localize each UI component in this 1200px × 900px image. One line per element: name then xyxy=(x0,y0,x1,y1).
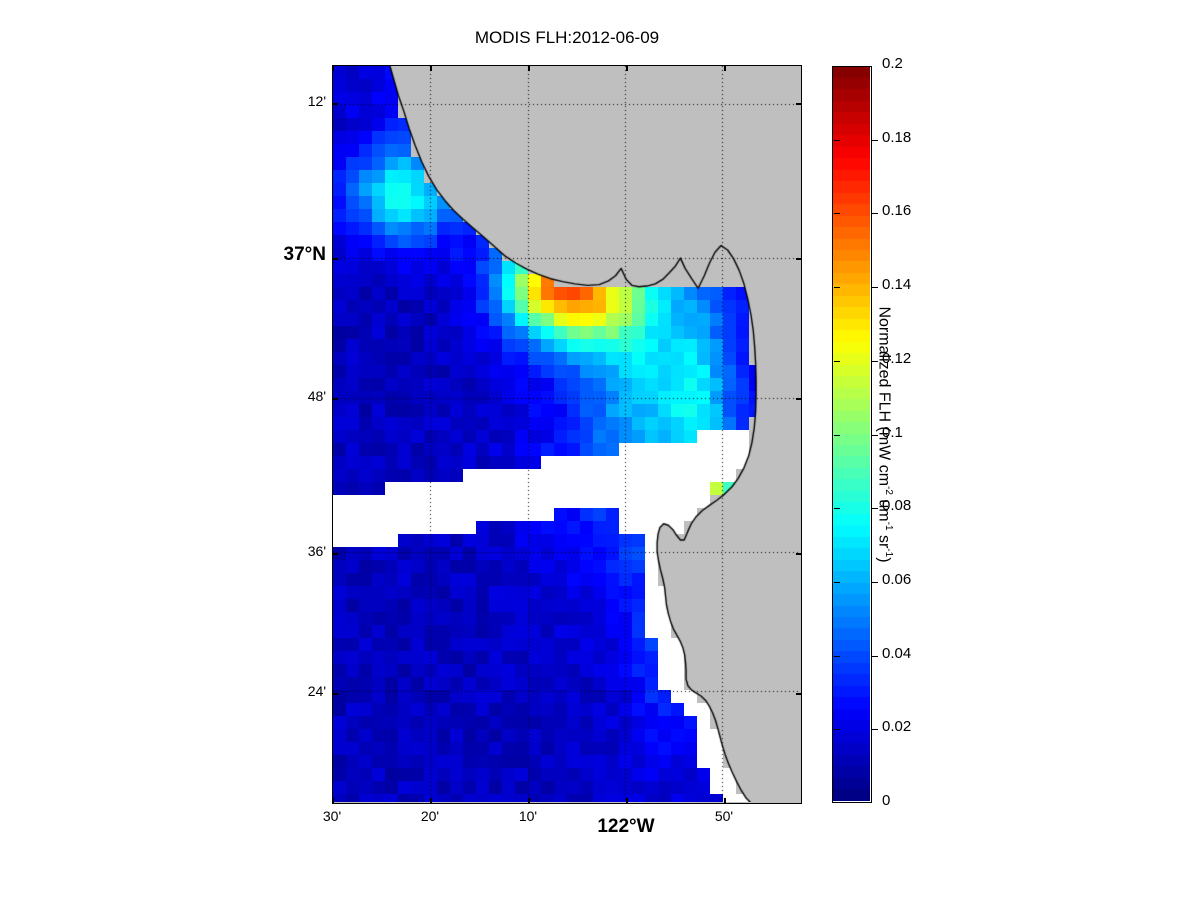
map-plot-area[interactable] xyxy=(332,65,802,804)
colorbar-tickmark-inner xyxy=(834,140,840,141)
colorbar-tickmark-inner xyxy=(834,361,840,362)
colorbar-tick-label: 0.06 xyxy=(882,570,912,588)
colorbar-tick-label: 0 xyxy=(882,792,891,809)
colorbar-tickmark-inner xyxy=(834,287,840,288)
x-tickmark xyxy=(724,65,726,71)
y-tick-label: 36' xyxy=(307,542,326,559)
page-title: MODIS FLH:2012-06-09 xyxy=(474,28,660,47)
x-tickmark xyxy=(332,65,334,71)
colorbar-tickmark-inner xyxy=(834,656,840,657)
colorbar-tick-label: 0.2 xyxy=(882,55,903,72)
x-tickmark xyxy=(430,65,432,71)
x-tickmark xyxy=(430,798,432,804)
y-tick-label: 48' xyxy=(307,387,326,404)
x-tick-label: 122°W xyxy=(597,816,655,837)
y-tickmark xyxy=(332,553,338,555)
colorbar-tick-label: 0.16 xyxy=(882,202,912,220)
colorbar-tickmark xyxy=(872,582,878,583)
x-tick-label: 30' xyxy=(322,808,342,824)
colorbar-label-exp2: -1 xyxy=(883,521,894,531)
x-tick-label: 10' xyxy=(518,808,538,824)
colorbar-tickmark-inner xyxy=(834,213,840,214)
colorbar-gradient xyxy=(833,67,870,801)
y-tickmark xyxy=(332,103,338,105)
x-tickmark xyxy=(528,65,530,71)
colorbar-tickmark-inner xyxy=(834,435,840,436)
colorbar-label-exp3: -1 xyxy=(883,548,894,558)
colorbar-tickmark-inner xyxy=(834,729,840,730)
colorbar-tick-label: 0.02 xyxy=(882,718,912,736)
y-tickmark xyxy=(796,398,802,400)
flh-heatmap-raster xyxy=(333,66,800,802)
colorbar-tickmark xyxy=(872,656,878,657)
x-tickmark xyxy=(626,65,628,71)
y-tickmark xyxy=(332,398,338,400)
colorbar-tick-label: 0.14 xyxy=(882,276,912,294)
y-tickmark xyxy=(332,258,338,260)
colorbar-label-text3: sr xyxy=(875,530,893,549)
y-tickmark xyxy=(332,693,338,695)
colorbar-tick-label: 0.08 xyxy=(882,497,912,515)
colorbar-tickmark-inner xyxy=(834,582,840,583)
colorbar-tickmark-inner xyxy=(834,508,840,509)
colorbar-tickmark xyxy=(872,287,878,288)
colorbar-tickmark xyxy=(872,213,878,214)
y-tickmark xyxy=(796,553,802,555)
y-tick-label: 12' xyxy=(307,92,326,109)
colorbar-axis-label: Normalized FLH (mW cm-2 um-1 sr-1) xyxy=(873,66,903,803)
colorbar-tick-label: 0.18 xyxy=(882,128,912,146)
colorbar-label-close: ) xyxy=(875,557,893,563)
x-tick-label: 20' xyxy=(420,808,440,824)
y-tickmark xyxy=(796,258,802,260)
colorbar[interactable] xyxy=(832,66,872,803)
colorbar-tickmark xyxy=(872,140,878,141)
y-tick-label: 37°N xyxy=(283,244,326,266)
colorbar-tickmark xyxy=(872,435,878,436)
x-tickmark xyxy=(626,798,628,804)
y-tickmark xyxy=(796,693,802,695)
colorbar-tickmark xyxy=(872,729,878,730)
colorbar-tickmark xyxy=(872,508,878,509)
colorbar-label-text2: um xyxy=(875,494,893,522)
x-tickmark xyxy=(332,798,334,804)
colorbar-tick-label: 0.04 xyxy=(882,644,912,662)
colorbar-tick-label: 0.1 xyxy=(882,423,903,441)
y-tick-label: 24' xyxy=(307,682,326,699)
x-tickmark xyxy=(528,798,530,804)
x-tickmark xyxy=(724,798,726,804)
colorbar-tick-label: 0.12 xyxy=(882,349,912,367)
colorbar-tickmark xyxy=(872,361,878,362)
colorbar-label-exp1: -2 xyxy=(883,486,894,495)
y-tickmark xyxy=(796,103,802,105)
colorbar-label-text: Normalized FLH (mW cm xyxy=(875,306,893,487)
x-tick-label: 50' xyxy=(714,808,734,824)
